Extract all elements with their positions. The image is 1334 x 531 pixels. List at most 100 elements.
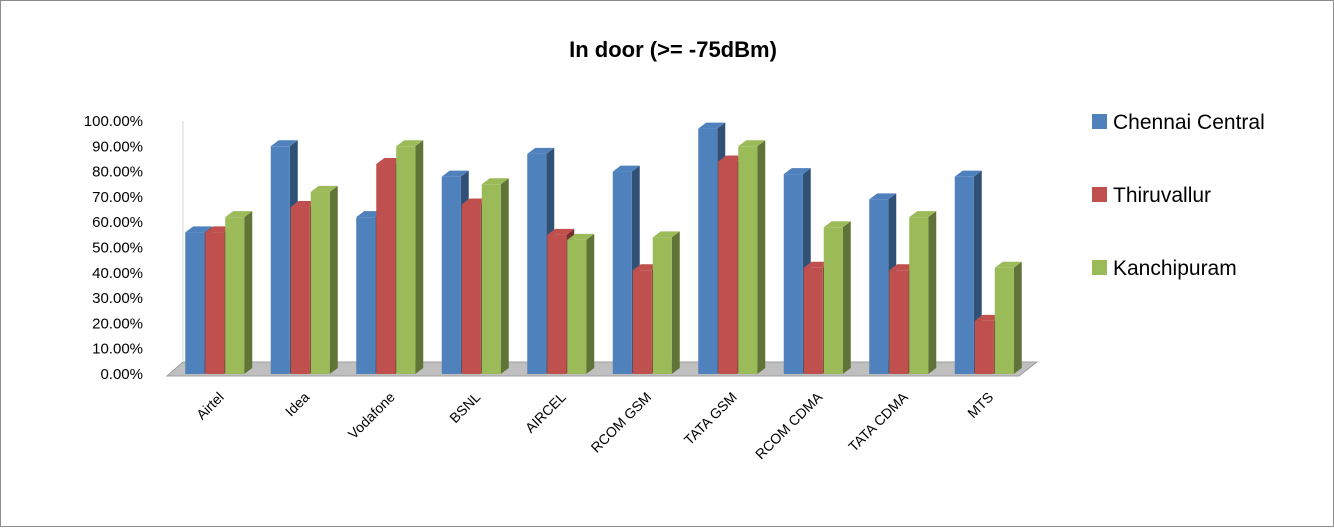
bar-top <box>185 226 213 233</box>
bar-top <box>869 193 897 200</box>
bar <box>994 261 1022 374</box>
y-tick-label: 10.00% <box>92 341 143 358</box>
bar-side <box>586 233 595 374</box>
bar-side <box>415 140 424 374</box>
bar-front <box>356 217 376 374</box>
bar <box>738 140 766 374</box>
x-tick-label: Idea <box>282 389 313 420</box>
bar-top <box>823 221 851 228</box>
bar-top <box>612 165 640 172</box>
x-tick-label: BSNL <box>446 389 483 426</box>
x-tick-label: MTS <box>964 389 996 421</box>
bar-top <box>652 231 680 238</box>
bar-front <box>889 270 909 374</box>
bar-front <box>718 161 738 374</box>
legend-label: Thiruvallur <box>1113 184 1211 207</box>
x-tick-labels: Airtel Idea Vodafone BSNL AIRCEL RCOM GSM TATA… <box>193 388 996 462</box>
y-tick-label: 70.00% <box>92 189 143 206</box>
bar-top <box>441 170 469 177</box>
y-tick-label: 80.00% <box>92 164 143 181</box>
bar <box>652 231 680 374</box>
legend-swatch <box>1092 114 1107 129</box>
legend-swatch <box>1092 260 1107 275</box>
bar-front <box>803 267 823 374</box>
bar-side <box>244 211 253 374</box>
y-tick-label: 30.00% <box>92 290 143 307</box>
bar-top <box>481 178 509 185</box>
bar-top <box>225 211 253 218</box>
bar-front <box>974 320 994 374</box>
bar-side <box>1013 261 1022 374</box>
bar-side <box>928 211 937 374</box>
y-tick-label: 20.00% <box>92 315 143 332</box>
bar-front <box>481 184 501 374</box>
bar-front <box>909 217 929 374</box>
bar-top <box>567 233 595 240</box>
bar-front <box>698 128 718 374</box>
bar-front <box>823 227 843 374</box>
bar <box>310 185 338 374</box>
bar-front <box>869 199 889 374</box>
bar-front <box>441 176 461 374</box>
x-tick-label: RCOM CDMA <box>752 388 826 462</box>
bar-front <box>185 232 205 374</box>
legend-swatch <box>1092 187 1107 202</box>
legend: Chennai Central Thiruvallur Kanchipuram <box>1092 111 1265 280</box>
x-tick-label: AIRCEL <box>522 389 569 436</box>
bar-top <box>738 140 766 147</box>
bar-side <box>500 178 509 374</box>
bar-front <box>567 239 587 374</box>
legend-item: Thiruvallur <box>1092 184 1211 207</box>
y-tick-label: 60.00% <box>92 214 143 231</box>
bar-front <box>396 146 416 374</box>
bar-top <box>547 228 575 235</box>
y-tick-label: 90.00% <box>92 138 143 155</box>
x-tick-label: TATA CDMA <box>845 388 911 454</box>
bar-front <box>652 237 672 374</box>
bar-front <box>225 217 245 374</box>
bar-side <box>757 140 766 374</box>
bar-front <box>290 207 310 374</box>
bar <box>823 221 851 374</box>
bar-top <box>954 170 982 177</box>
bar-top <box>396 140 424 147</box>
bar-top <box>527 147 555 154</box>
bar-top <box>698 122 726 129</box>
bar-front <box>376 164 396 374</box>
bar-side <box>671 231 680 374</box>
bar-front <box>994 267 1014 374</box>
chart-title: In door (>= -75dBm) <box>569 37 777 62</box>
bar-top <box>270 140 298 147</box>
bar-front <box>632 270 652 374</box>
legend-label: Kanchipuram <box>1113 257 1237 280</box>
legend-item: Kanchipuram <box>1092 257 1237 280</box>
x-tick-label: Airtel <box>193 389 227 423</box>
x-tick-label: Vodafone <box>345 389 398 442</box>
x-tick-label: TATA GSM <box>681 389 740 448</box>
y-tick-label: 0.00% <box>100 366 143 383</box>
bar <box>225 211 253 374</box>
bar-front <box>954 176 974 374</box>
bar-top <box>783 168 811 175</box>
y-tick-label: 40.00% <box>92 265 143 282</box>
legend-label: Chennai Central <box>1113 111 1265 134</box>
bar <box>567 233 595 374</box>
bar-front <box>270 146 290 374</box>
bar <box>396 140 424 374</box>
y-tick-label: 100.00% <box>84 113 143 130</box>
bar <box>481 178 509 374</box>
bar-front <box>461 204 481 374</box>
x-tick-label: RCOM GSM <box>588 389 655 456</box>
bar-front <box>310 191 330 374</box>
legend-item: Chennai Central <box>1092 111 1265 134</box>
y-tick-labels: 0.00% 10.00% 20.00% 30.00% 40.00% 50.00% 60.00… <box>84 113 143 383</box>
bar-front <box>738 146 758 374</box>
bar-top <box>994 261 1022 268</box>
bar-top <box>909 211 937 218</box>
bar-front <box>205 232 225 374</box>
bar-front <box>612 171 632 374</box>
bar-front <box>527 153 547 374</box>
bar <box>909 211 937 374</box>
